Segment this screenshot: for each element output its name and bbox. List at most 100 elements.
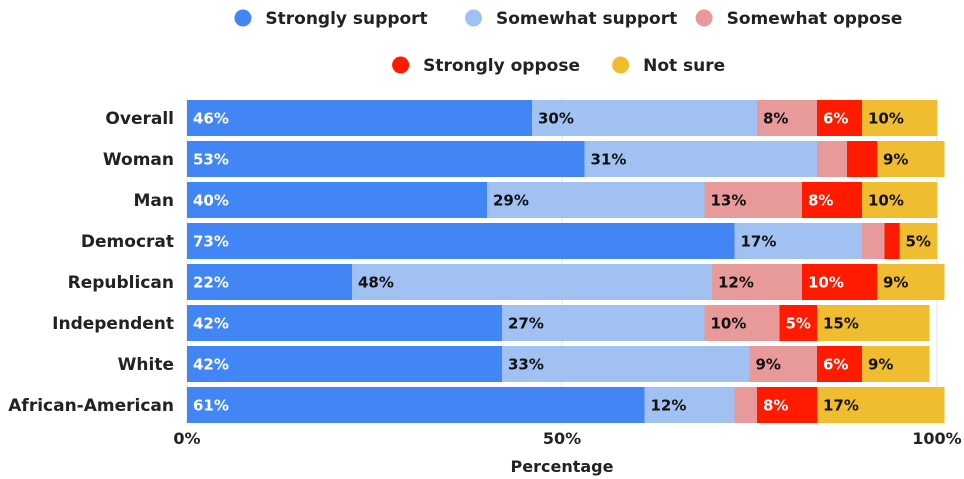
bar-african-american-not-sure [817, 387, 945, 423]
data-label: 6% [823, 356, 848, 374]
legend-marker [392, 56, 410, 74]
data-label: 33% [508, 356, 544, 374]
data-label: 53% [193, 151, 229, 169]
bar-man-somewhat-support [487, 182, 705, 218]
data-label: 12% [718, 274, 754, 292]
bar-republican-strongly-oppose [802, 264, 877, 300]
data-label: 42% [193, 315, 229, 333]
data-label: 17% [741, 233, 777, 251]
legend-item-strongly-oppose: Strongly oppose [392, 56, 580, 76]
category-label: Independent [52, 314, 174, 334]
data-label: 61% [193, 397, 229, 415]
data-label: 30% [538, 110, 574, 128]
data-label: 12% [651, 397, 687, 415]
bar-african-american-somewhat-oppose [734, 387, 757, 423]
data-label: 5% [906, 233, 931, 251]
category-label: Woman [103, 150, 174, 170]
data-label: 9% [883, 274, 908, 292]
bar-overall-strongly-support [187, 100, 532, 136]
category-labels: Overall Woman Man Democrat Republican Indepen… [8, 109, 174, 416]
bar-white-somewhat-oppose [749, 346, 817, 382]
bar-white-strongly-support [187, 346, 502, 382]
category-label: African-American [8, 396, 174, 416]
bars: 46% 30% 8% 6% 10% 53% 31% 9% 40% 29% 13% 8% 10% 73% 17… [187, 100, 945, 423]
data-label: 10% [711, 315, 747, 333]
bar-woman-strongly-oppose [847, 141, 877, 177]
bar-african-american-strongly-support [187, 387, 645, 423]
legend-label: Somewhat support [496, 9, 677, 29]
x-tick-label: 0% [173, 429, 200, 448]
legend: Strongly support Somewhat support Somewhat… [234, 9, 902, 76]
category-label: Democrat [81, 232, 174, 252]
legend-label: Strongly support [265, 9, 427, 29]
bar-white-not-sure [862, 346, 930, 382]
bar-white-strongly-oppose [817, 346, 862, 382]
bar-woman-not-sure [877, 141, 945, 177]
data-label: 9% [868, 356, 893, 374]
bar-woman-strongly-support [187, 141, 585, 177]
x-axis-ticks: 0% 50% 100% [173, 429, 961, 448]
data-label: 13% [711, 192, 747, 210]
data-label: 29% [493, 192, 529, 210]
legend-item-strongly-support: Strongly support [234, 9, 428, 29]
bar-woman-somewhat-oppose [817, 141, 847, 177]
data-label: 17% [823, 397, 859, 415]
data-label: 27% [508, 315, 544, 333]
bar-man-strongly-oppose [802, 182, 862, 218]
bar-independent-strongly-oppose [779, 305, 817, 341]
data-label: 10% [868, 110, 904, 128]
legend-marker [465, 9, 482, 27]
data-label: 22% [193, 274, 229, 292]
data-label: 9% [756, 356, 781, 374]
bar-democrat-not-sure [899, 223, 937, 259]
data-label: 8% [763, 110, 788, 128]
data-label: 10% [868, 192, 904, 210]
bar-african-american-somewhat-support [644, 387, 735, 423]
data-label: 8% [808, 192, 833, 210]
data-label: 10% [808, 274, 844, 292]
x-axis-title: Percentage [511, 457, 614, 476]
data-label: 73% [193, 233, 229, 251]
data-label: 5% [786, 315, 811, 333]
bar-man-not-sure [862, 182, 937, 218]
data-label: 15% [823, 315, 859, 333]
legend-item-not-sure: Not sure [612, 56, 725, 76]
data-label: 8% [763, 397, 788, 415]
legend-label: Not sure [643, 56, 725, 76]
data-label: 48% [358, 274, 394, 292]
category-label: White [118, 355, 174, 375]
bar-overall-strongly-oppose [817, 100, 862, 136]
bar-white-somewhat-support [502, 346, 750, 382]
bar-republican-strongly-support [187, 264, 352, 300]
x-tick-label: 50% [543, 429, 581, 448]
bar-overall-somewhat-support [532, 100, 757, 136]
bar-african-american-strongly-oppose [757, 387, 817, 423]
data-label: 31% [591, 151, 627, 169]
bar-democrat-strongly-support [187, 223, 735, 259]
data-label: 40% [193, 192, 229, 210]
bar-democrat-strongly-oppose [884, 223, 900, 259]
bar-overall-not-sure [862, 100, 937, 136]
category-label: Overall [105, 109, 174, 129]
data-label: 9% [883, 151, 908, 169]
data-label: 46% [193, 110, 229, 128]
data-label: 6% [823, 110, 848, 128]
bar-man-somewhat-oppose [704, 182, 802, 218]
legend-label: Somewhat oppose [727, 9, 903, 29]
bar-democrat-somewhat-oppose [862, 223, 885, 259]
bar-independent-somewhat-support [502, 305, 705, 341]
legend-marker [695, 9, 713, 27]
x-tick-label: 100% [912, 429, 961, 448]
bar-overall-somewhat-oppose [757, 100, 817, 136]
bar-independent-not-sure [817, 305, 930, 341]
legend-label: Strongly oppose [423, 56, 580, 76]
category-label: Man [134, 191, 175, 211]
data-label: 42% [193, 356, 229, 374]
legend-item-somewhat-support: Somewhat support [465, 9, 677, 29]
bar-republican-somewhat-oppose [712, 264, 802, 300]
bar-independent-strongly-support [187, 305, 502, 341]
legend-marker [234, 9, 252, 27]
category-label: Republican [68, 273, 174, 293]
bar-democrat-somewhat-support [734, 223, 862, 259]
